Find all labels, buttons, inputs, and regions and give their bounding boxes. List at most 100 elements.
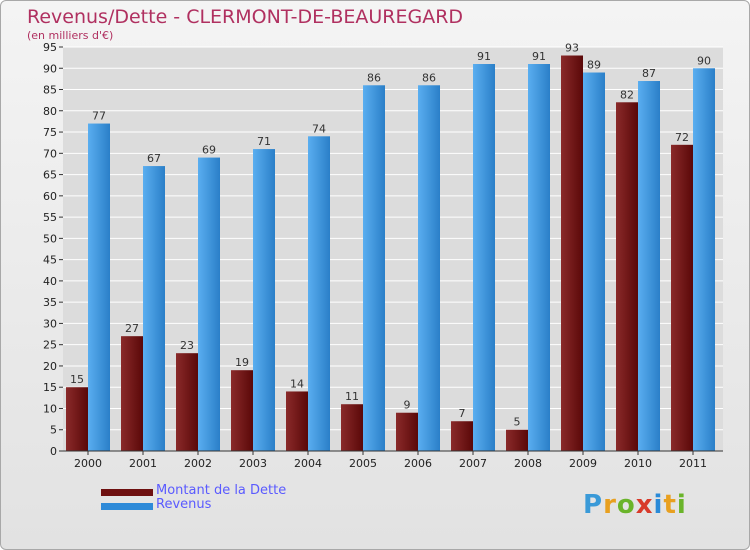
bar-dette — [66, 387, 88, 451]
data-label: 90 — [697, 54, 711, 67]
data-label: 14 — [290, 377, 304, 390]
y-tick-label: 20 — [43, 360, 57, 373]
y-tick-label: 60 — [43, 190, 57, 203]
data-label: 89 — [587, 59, 601, 72]
data-label: 87 — [642, 67, 656, 80]
data-labels: 15 77 27 67 23 69 19 71 14 74 11 86 9 86 7 91 5 91 93 89 82 8… — [70, 42, 711, 429]
data-label: 69 — [202, 144, 216, 157]
bars — [66, 55, 715, 452]
data-label: 72 — [675, 131, 689, 144]
bar-revenus — [528, 64, 550, 451]
x-tick-label: 2007 — [459, 457, 487, 470]
proxiti-logo: Proxiti — [583, 490, 687, 520]
x-tick-label: 2001 — [129, 457, 157, 470]
y-tick-label: 75 — [43, 126, 57, 139]
bar-revenus — [363, 85, 385, 451]
y-tick-label: 80 — [43, 105, 57, 118]
x-tick-label: 2005 — [349, 457, 377, 470]
bar-revenus — [253, 149, 275, 451]
x-axis-ticks: 2000 2001 2002 2003 2004 2005 2006 2007 2008 2009… — [74, 451, 707, 470]
data-label: 91 — [532, 50, 546, 63]
x-tick-label: 2003 — [239, 457, 267, 470]
data-label: 15 — [70, 373, 84, 386]
data-label: 86 — [422, 71, 436, 84]
data-label: 9 — [404, 399, 411, 412]
data-label: 93 — [565, 42, 579, 55]
x-tick-label: 2009 — [569, 457, 597, 470]
data-label: 23 — [180, 339, 194, 352]
y-tick-label: 55 — [43, 211, 57, 224]
bar-dette — [616, 102, 638, 451]
x-tick-label: 2010 — [624, 457, 652, 470]
bar-revenus — [583, 72, 605, 451]
bar-dette — [671, 144, 693, 451]
y-tick-label: 50 — [43, 232, 57, 245]
y-tick-label: 95 — [43, 41, 57, 54]
legend-label-revenus: Revenus — [156, 497, 212, 512]
y-tick-label: 70 — [43, 147, 57, 160]
y-tick-label: 45 — [43, 254, 57, 267]
y-tick-label: 15 — [43, 381, 57, 394]
bar-dette — [561, 55, 583, 452]
data-label: 67 — [147, 152, 161, 165]
data-label: 91 — [477, 50, 491, 63]
chart-subtitle: (en milliers d'€) — [27, 29, 114, 42]
bar-dette — [341, 404, 363, 451]
y-tick-label: 25 — [43, 339, 57, 352]
bar-revenus — [143, 166, 165, 452]
logo-letter: P — [583, 490, 604, 520]
logo-letter: r — [603, 490, 617, 520]
bar-dette — [451, 421, 473, 451]
data-label: 71 — [257, 135, 271, 148]
plot-area — [63, 47, 723, 451]
bar-revenus — [418, 85, 440, 451]
logo-letter: t — [663, 490, 677, 520]
bar-dette — [286, 391, 308, 451]
bar-dette — [231, 370, 253, 451]
y-tick-label: 35 — [43, 296, 57, 309]
data-label: 82 — [620, 88, 634, 101]
data-label: 19 — [235, 356, 249, 369]
x-tick-label: 2004 — [294, 457, 322, 470]
bar-dette — [176, 353, 198, 451]
data-label: 7 — [459, 407, 466, 420]
bar-revenus — [308, 136, 330, 451]
bar-revenus — [198, 157, 220, 451]
y-tick-label: 90 — [43, 62, 57, 75]
logo-letter: x — [635, 490, 654, 520]
bar-dette — [121, 336, 143, 451]
legend-swatch-revenus — [101, 503, 153, 510]
y-tick-label: 30 — [43, 317, 57, 330]
bar-revenus — [638, 81, 660, 451]
data-label: 77 — [92, 110, 106, 123]
logo-letter: i — [676, 490, 687, 520]
y-tick-label: 65 — [43, 169, 57, 182]
x-tick-label: 2011 — [679, 457, 707, 470]
bar-revenus — [693, 68, 715, 452]
grid-lines — [63, 46, 723, 431]
logo-letter: o — [616, 490, 636, 520]
x-tick-label: 2008 — [514, 457, 542, 470]
y-tick-label: 5 — [50, 424, 57, 437]
chart-title: Revenus/Dette - CLERMONT-DE-BEAUREGARD — [27, 6, 464, 28]
bar-revenus — [88, 123, 110, 452]
bar-dette — [506, 429, 528, 451]
data-label: 5 — [514, 416, 521, 429]
legend-label-dette: Montant de la Dette — [156, 483, 287, 498]
logo-letter: i — [653, 490, 664, 520]
x-tick-label: 2000 — [74, 457, 102, 470]
x-tick-label: 2002 — [184, 457, 212, 470]
y-axis-ticks: 0 5 10 15 20 25 30 35 40 45 50 55 60 65 70 75 80 85 90 95 — [43, 41, 63, 458]
legend-swatch-dette — [101, 489, 153, 496]
data-label: 86 — [367, 71, 381, 84]
y-tick-label: 85 — [43, 84, 57, 97]
y-tick-label: 40 — [43, 275, 57, 288]
data-label: 27 — [125, 322, 139, 335]
y-tick-label: 0 — [50, 445, 57, 458]
bar-dette — [396, 412, 418, 451]
data-label: 11 — [345, 390, 359, 403]
bar-revenus — [473, 64, 495, 451]
x-tick-label: 2006 — [404, 457, 432, 470]
